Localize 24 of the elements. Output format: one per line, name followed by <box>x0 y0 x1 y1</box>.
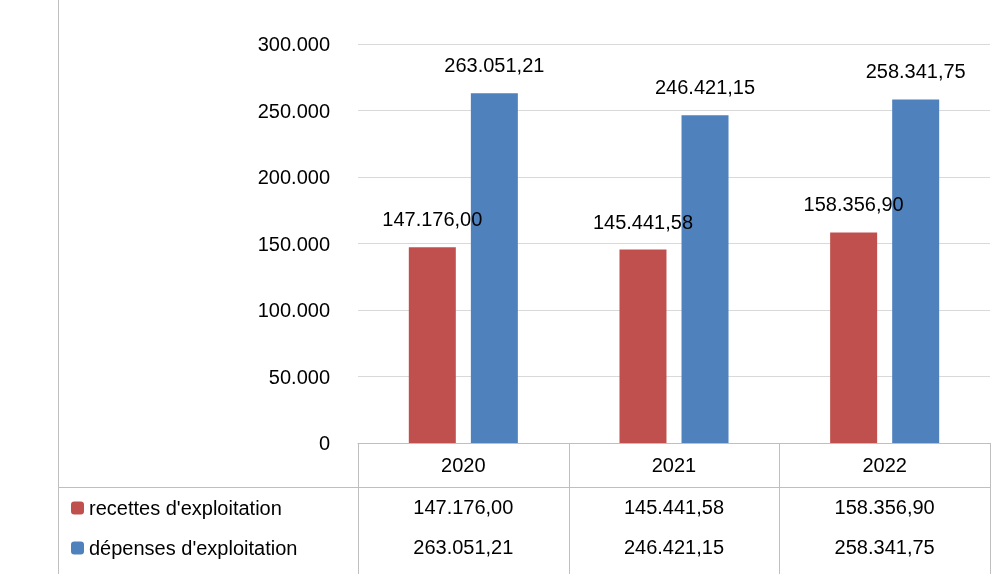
y-tick-label: 0 <box>318 432 330 454</box>
data-label: 246.421,15 <box>622 535 726 560</box>
x-tick-label: 2020 <box>441 454 486 476</box>
data-label: 158.356,90 <box>833 495 936 520</box>
bar <box>619 249 667 443</box>
data-label: 147.176,00 <box>412 495 515 520</box>
data-label: 263.051,21 <box>412 535 515 560</box>
legend-label: recettes d'exploitation <box>89 497 282 519</box>
y-tick-label: 150.000 <box>257 232 330 255</box>
x-tick-label: 2021 <box>651 454 697 476</box>
x-tick-label: 2022 <box>862 454 907 476</box>
y-tick-label: 100.000 <box>257 299 330 321</box>
text: 246.421,15 <box>654 76 756 99</box>
data-label: 258.341,75 <box>833 535 936 560</box>
text: 258.341,75 <box>865 60 966 83</box>
bar <box>830 232 878 443</box>
data-label: 145.441,58 <box>622 495 726 520</box>
y-tick-label: 300.000 <box>257 33 330 55</box>
bar <box>408 247 456 443</box>
y-tick-label: 50.000 <box>268 365 330 388</box>
y-tick-label: 250.000 <box>257 99 330 122</box>
legend-label: dépenses d'exploitation <box>89 537 298 559</box>
y-tick-label: 200.000 <box>257 166 330 188</box>
text: 263.051,21 <box>444 54 545 77</box>
